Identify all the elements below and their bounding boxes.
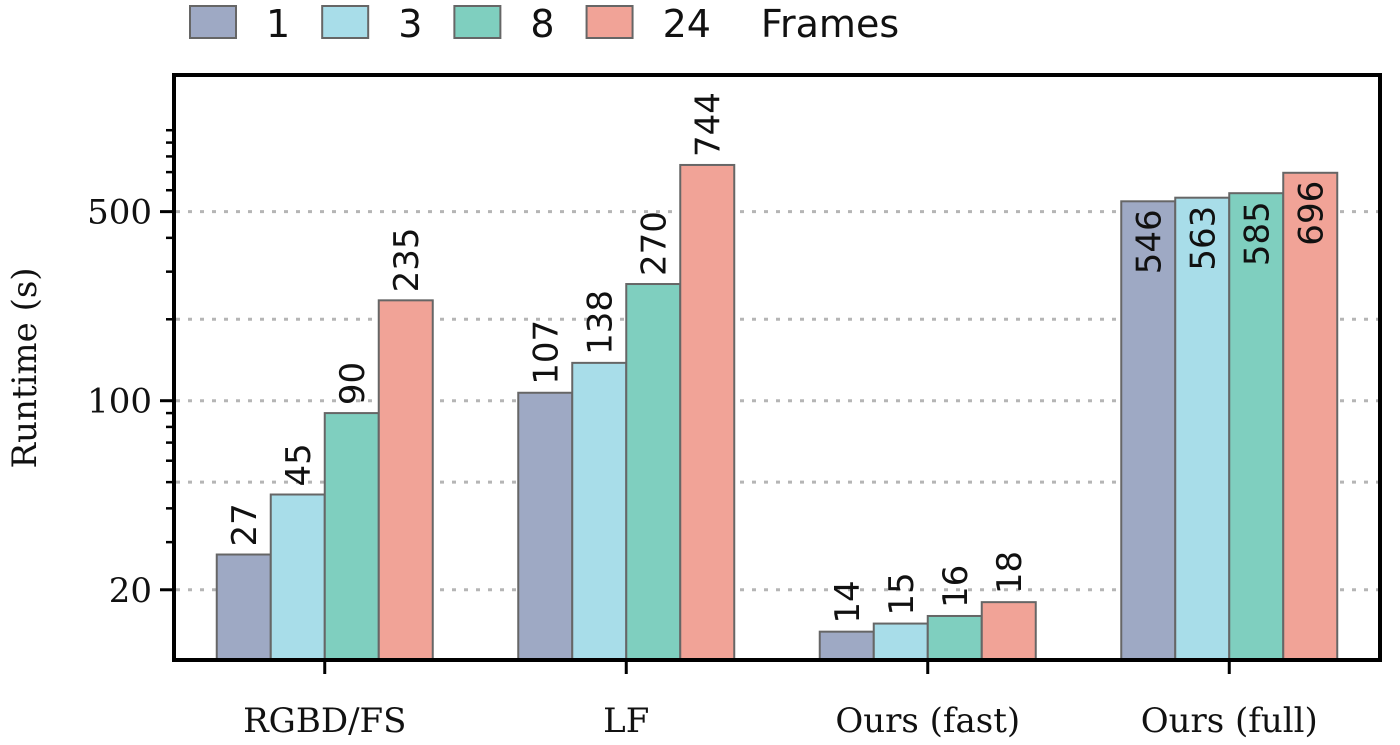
y-axis-title: Runtime (s) (5, 267, 45, 468)
bar (215, 553, 272, 661)
legend-label: 8 (530, 2, 554, 46)
gridlines (176, 210, 1378, 592)
bar (980, 601, 1037, 662)
bar (679, 163, 736, 661)
y-tick-label: 100 (87, 382, 152, 422)
data-label: 45 (279, 443, 319, 486)
bar (323, 412, 380, 661)
data-label: 27 (225, 503, 265, 546)
data-label: 546 (1129, 209, 1169, 274)
plot-frame (172, 73, 1382, 662)
bar (872, 622, 929, 661)
data-label: 138 (580, 290, 620, 355)
y-tick-label: 500 (87, 193, 152, 233)
legend-swatch (453, 5, 502, 39)
data-label: 107 (526, 320, 566, 385)
data-label: 585 (1237, 201, 1277, 266)
legend: 1 3 8 24 Frames (189, 2, 899, 46)
data-label: 18 (990, 551, 1030, 594)
bars: 27 45 90 235 107 138 270 744 14 15 16 18 546 563 585 69… (215, 92, 1339, 662)
data-label: 696 (1291, 181, 1331, 246)
y-axis: 20 100 500 (87, 128, 174, 611)
bar (625, 283, 682, 661)
data-label: 14 (828, 580, 868, 623)
legend-swatch (189, 5, 237, 39)
bar (269, 493, 326, 661)
x-tick-label: LF (603, 701, 649, 741)
data-label: 16 (936, 565, 976, 608)
data-label: 744 (688, 92, 728, 157)
data-label: 563 (1183, 206, 1223, 271)
data-label: 270 (634, 211, 674, 276)
x-tick-label: Ours (full) (1141, 701, 1318, 741)
bar (377, 299, 434, 661)
x-axis: RGBD/FS LF Ours (fast) Ours (full) (243, 660, 1318, 741)
bar (1282, 171, 1339, 661)
bar (926, 614, 983, 661)
bar (818, 630, 875, 661)
legend-swatch (321, 5, 370, 39)
bar (571, 361, 628, 661)
data-label: 90 (333, 362, 373, 405)
legend-title: Frames (761, 2, 899, 46)
x-tick-label: Ours (fast) (835, 701, 1020, 741)
bar (517, 391, 574, 661)
legend-label: 24 (663, 2, 711, 46)
x-tick-label: RGBD/FS (243, 701, 406, 741)
legend-swatch (585, 5, 634, 39)
legend-label: 3 (398, 2, 422, 46)
y-tick-label: 20 (109, 571, 152, 611)
data-label: 15 (882, 572, 922, 615)
data-label: 235 (387, 227, 427, 292)
legend-label: 1 (266, 2, 290, 46)
